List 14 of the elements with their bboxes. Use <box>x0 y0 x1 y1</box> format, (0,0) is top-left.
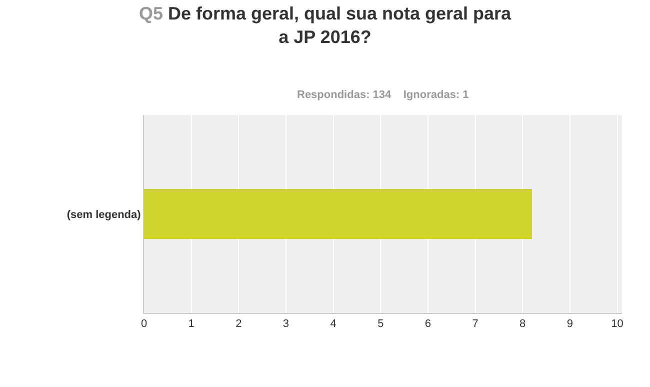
x-tick-label: 2 <box>236 318 242 330</box>
y-tick-label: (sem legenda) <box>66 208 142 221</box>
x-tick-label: 7 <box>472 318 478 330</box>
x-tick-label: 0 <box>140 318 148 330</box>
x-tick-label: 1 <box>188 318 194 330</box>
x-tick-label: 6 <box>424 318 432 330</box>
x-tick-label: 10 <box>611 318 624 330</box>
x-tick-label: 9 <box>566 318 574 330</box>
x-tick-label: 5 <box>378 318 384 330</box>
x-tick-label: 4 <box>330 318 336 330</box>
chart-title: Q5 De forma geral, qual sua nota geral para a JP 2016? <box>138 3 512 47</box>
x-tick-label: 8 <box>520 318 526 330</box>
chart-subtitle: Respondidas: 134 Ignoradas: 1 <box>297 89 469 101</box>
x-tick-label: 3 <box>282 318 290 330</box>
